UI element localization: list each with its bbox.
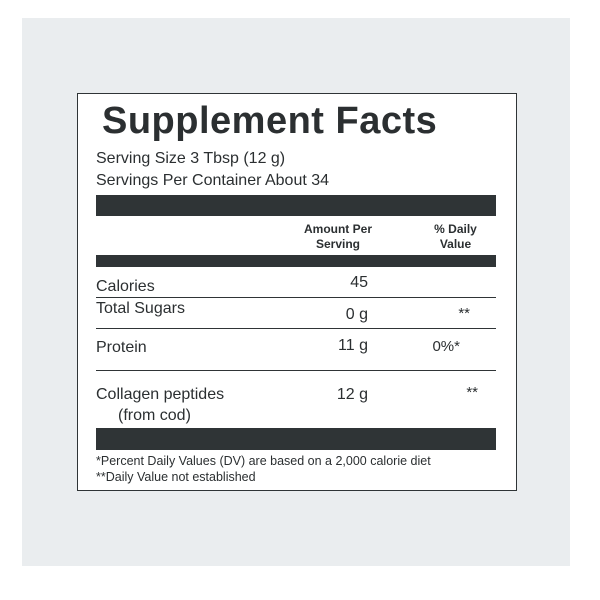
- row-collagen-amount: 12 g: [336, 386, 368, 403]
- row-total-sugars-dv: **: [458, 305, 470, 322]
- divider-bar: [96, 255, 496, 267]
- row-collagen-label-line2: (from cod): [118, 407, 191, 424]
- row-calories-label: Calories: [96, 278, 155, 295]
- label-title: Supplement Facts: [102, 100, 438, 142]
- row-protein-label: Protein: [96, 339, 147, 356]
- servings-per-container: Servings Per Container About 34: [96, 172, 330, 189]
- row-divider: [96, 297, 496, 298]
- footnote-not-established: **Daily Value not established: [96, 470, 256, 484]
- row-protein-dv: 0%*: [432, 338, 460, 355]
- row-collagen-dv: **: [466, 384, 478, 401]
- row-divider: [96, 328, 496, 329]
- supplement-facts-label: Supplement Facts Serving Size 3 Tbsp (12…: [77, 93, 517, 491]
- serving-size: Serving Size 3 Tbsp (12 g): [96, 150, 286, 167]
- row-total-sugars-label: Total Sugars: [96, 300, 185, 317]
- bottom-bar: [96, 428, 496, 450]
- footnote-daily-values: *Percent Daily Values (DV) are based on …: [96, 454, 431, 468]
- row-calories-amount: 45: [350, 274, 368, 291]
- column-header-amount: Amount Per Serving: [303, 222, 372, 251]
- row-collagen-label-line1: Collagen peptides: [96, 386, 225, 403]
- row-protein-amount: 11 g: [338, 337, 368, 354]
- row-divider: [96, 370, 496, 371]
- header-bar: [96, 195, 496, 216]
- row-total-sugars-amount: 0 g: [345, 306, 368, 323]
- column-header-daily-value: % Daily Value: [434, 222, 477, 251]
